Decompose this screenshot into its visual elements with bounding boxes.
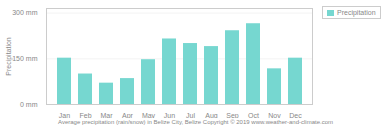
svg-text:Jun: Jun <box>164 112 175 118</box>
svg-text:300 mm: 300 mm <box>12 9 37 16</box>
svg-text:May: May <box>142 112 156 118</box>
svg-text:Nov: Nov <box>268 112 281 118</box>
svg-text:Precipitation: Precipitation <box>5 37 13 76</box>
svg-text:Aug: Aug <box>205 112 218 118</box>
html-text:Average precipitation (rain/sn: Average precipitation (rain/snow) in Bel… <box>58 119 333 125</box>
svg-text:Dec: Dec <box>289 112 302 118</box>
svg-text:0 mm: 0 mm <box>20 101 38 108</box>
svg-text:Mar: Mar <box>100 112 113 118</box>
svg-text:150 mm: 150 mm <box>12 55 37 62</box>
svg-text:Feb: Feb <box>79 112 91 118</box>
svg-text:Oct: Oct <box>248 112 259 118</box>
html-text:Precipitation: Precipitation <box>337 9 376 16</box>
svg-text:Jul: Jul <box>186 112 195 118</box>
svg-text:Jan: Jan <box>59 112 70 118</box>
svg-text:Sep: Sep <box>226 112 239 118</box>
svg-text:Apr: Apr <box>122 112 134 118</box>
